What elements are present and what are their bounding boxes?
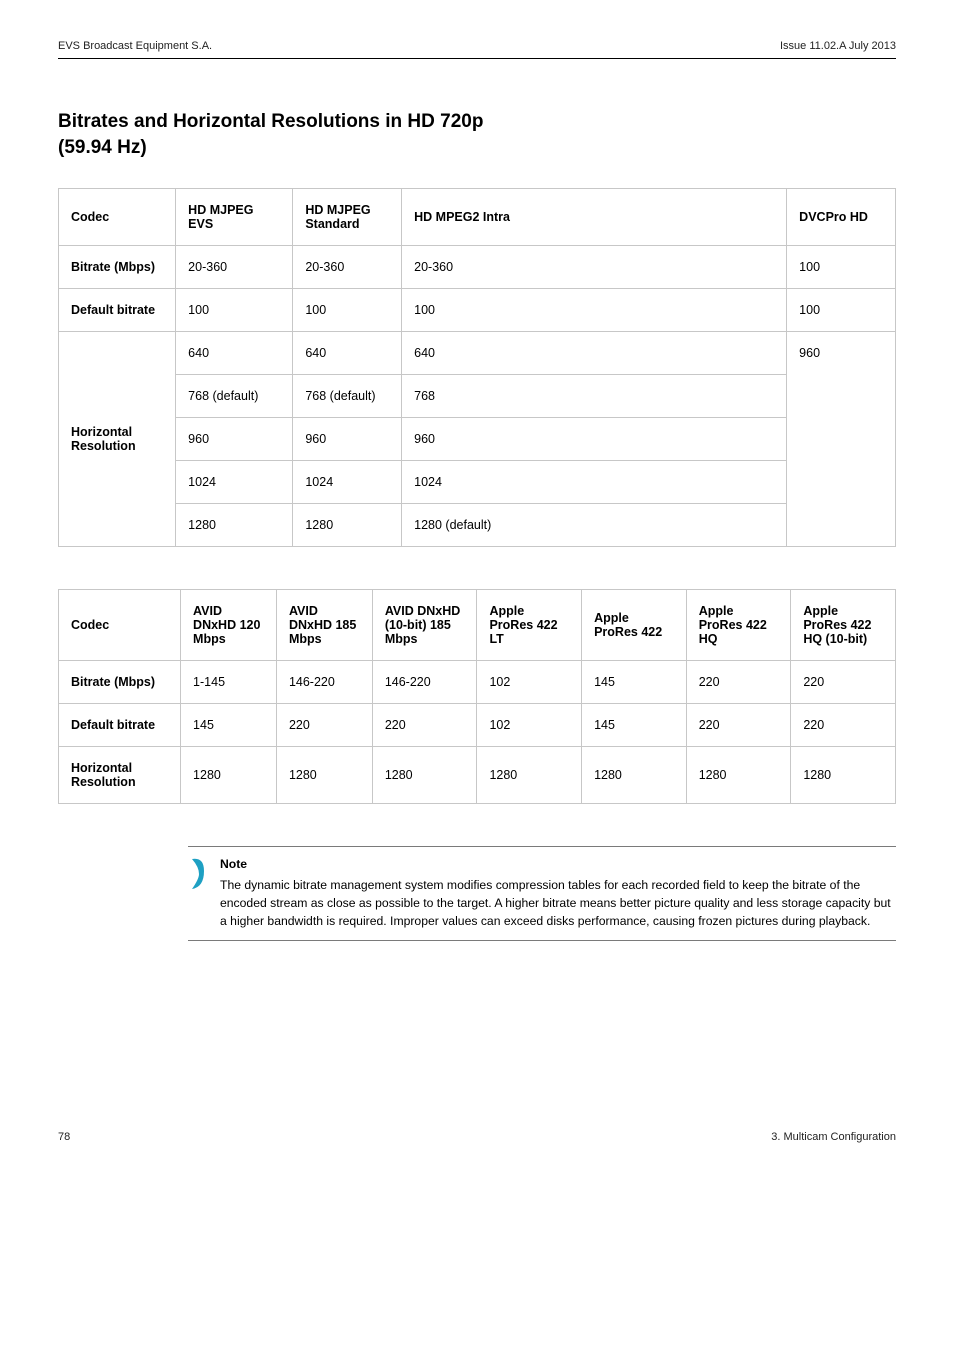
cell: 768 (default) — [293, 375, 402, 418]
table-row: Codec AVID DNxHD 120 Mbps AVID DNxHD 185… — [59, 590, 896, 661]
cell: 145 — [582, 704, 687, 747]
cell: 640 — [176, 332, 293, 375]
cell: 146-220 — [372, 661, 477, 704]
cell: 145 — [582, 661, 687, 704]
cell: 1280 — [181, 747, 277, 804]
header-right: Issue 11.02.A July 2013 — [780, 40, 896, 52]
table-bitrates-720p-main: Codec HD MJPEG EVS HD MJPEG Standard HD … — [58, 188, 896, 547]
cell: 20-360 — [176, 246, 293, 289]
table-row: 1280 1280 1280 (default) — [59, 504, 896, 547]
note-body: The dynamic bitrate management system mo… — [220, 878, 891, 929]
cell: 220 — [276, 704, 372, 747]
table-row: 1024 1024 1024 — [59, 461, 896, 504]
cell: 960 — [787, 332, 896, 547]
col-prores-422hq: Apple ProRes 422 HQ — [686, 590, 791, 661]
col-prores-422hq-10bit: Apple ProRes 422 HQ (10-bit) — [791, 590, 896, 661]
table-row: Bitrate (Mbps) 20-360 20-360 20-360 100 — [59, 246, 896, 289]
cell: 1024 — [293, 461, 402, 504]
cell: 100 — [787, 289, 896, 332]
cell: 768 — [402, 375, 787, 418]
col-codec: Codec — [59, 189, 176, 246]
cell: 102 — [477, 704, 582, 747]
cell: 220 — [791, 661, 896, 704]
cell: 1280 — [372, 747, 477, 804]
cell: 1280 — [791, 747, 896, 804]
header-left: EVS Broadcast Equipment S.A. — [58, 40, 212, 52]
cell: 768 (default) — [176, 375, 293, 418]
cell: 220 — [686, 704, 791, 747]
cell: 220 — [791, 704, 896, 747]
row-default-label: Default bitrate — [59, 704, 181, 747]
table-row: 960 960 960 — [59, 418, 896, 461]
col-dvcpro-hd: DVCPro HD — [787, 189, 896, 246]
cell: 146-220 — [276, 661, 372, 704]
cell: 102 — [477, 661, 582, 704]
page-header: EVS Broadcast Equipment S.A. Issue 11.02… — [58, 40, 896, 59]
section-title-line1: Bitrates and Horizontal Resolutions in H… — [58, 111, 483, 132]
table-row: Horizontal Resolution 640 640 640 960 — [59, 332, 896, 375]
table-row: Bitrate (Mbps) 1-145 146-220 146-220 102… — [59, 661, 896, 704]
cell: 640 — [402, 332, 787, 375]
cell: 1024 — [402, 461, 787, 504]
col-hd-mpeg2-intra: HD MPEG2 Intra — [402, 189, 787, 246]
row-bitrate-label: Bitrate (Mbps) — [59, 246, 176, 289]
col-prores-422: Apple ProRes 422 — [582, 590, 687, 661]
section-title: Bitrates and Horizontal Resolutions in H… — [58, 109, 896, 160]
cell: 1280 — [686, 747, 791, 804]
cell: 640 — [293, 332, 402, 375]
note-title: Note — [220, 855, 896, 873]
table-row: 768 (default) 768 (default) 768 — [59, 375, 896, 418]
cell: 20-360 — [293, 246, 402, 289]
note-text: Note The dynamic bitrate management syst… — [220, 855, 896, 930]
table-row: Codec HD MJPEG EVS HD MJPEG Standard HD … — [59, 189, 896, 246]
row-hres-label: Horizontal Resolution — [59, 332, 176, 547]
table-row: Default bitrate 145 220 220 102 145 220 … — [59, 704, 896, 747]
col-avid-120: AVID DNxHD 120 Mbps — [181, 590, 277, 661]
cell: 1280 — [176, 504, 293, 547]
col-prores-422lt: Apple ProRes 422 LT — [477, 590, 582, 661]
cell: 960 — [293, 418, 402, 461]
row-bitrate-label: Bitrate (Mbps) — [59, 661, 181, 704]
cell: 100 — [787, 246, 896, 289]
note-icon — [188, 857, 210, 894]
cell: 100 — [293, 289, 402, 332]
cell: 1280 — [276, 747, 372, 804]
cell: 1280 — [477, 747, 582, 804]
cell: 960 — [176, 418, 293, 461]
col-avid-185: AVID DNxHD 185 Mbps — [276, 590, 372, 661]
row-hres-label: Horizontal Resolution — [59, 747, 181, 804]
cell: 1024 — [176, 461, 293, 504]
table-bitrates-720p-codecs: Codec AVID DNxHD 120 Mbps AVID DNxHD 185… — [58, 589, 896, 804]
col-avid-185-10bit: AVID DNxHD (10-bit) 185 Mbps — [372, 590, 477, 661]
cell: 1280 (default) — [402, 504, 787, 547]
cell: 960 — [402, 418, 787, 461]
footer-page-number: 78 — [58, 1131, 70, 1143]
cell: 1280 — [293, 504, 402, 547]
cell: 220 — [372, 704, 477, 747]
cell: 1280 — [582, 747, 687, 804]
section-title-line2: (59.94 Hz) — [58, 137, 147, 158]
table-row: Default bitrate 100 100 100 100 — [59, 289, 896, 332]
note-block: Note The dynamic bitrate management syst… — [188, 846, 896, 941]
cell: 145 — [181, 704, 277, 747]
footer-section: 3. Multicam Configuration — [771, 1131, 896, 1143]
cell: 1-145 — [181, 661, 277, 704]
col-codec: Codec — [59, 590, 181, 661]
col-hd-mjpeg-std: HD MJPEG Standard — [293, 189, 402, 246]
cell: 100 — [176, 289, 293, 332]
row-default-label: Default bitrate — [59, 289, 176, 332]
cell: 20-360 — [402, 246, 787, 289]
cell: 100 — [402, 289, 787, 332]
page-footer: 78 3. Multicam Configuration — [58, 1131, 896, 1143]
col-hd-mjpeg-evs: HD MJPEG EVS — [176, 189, 293, 246]
table-row: Horizontal Resolution 1280 1280 1280 128… — [59, 747, 896, 804]
cell: 220 — [686, 661, 791, 704]
